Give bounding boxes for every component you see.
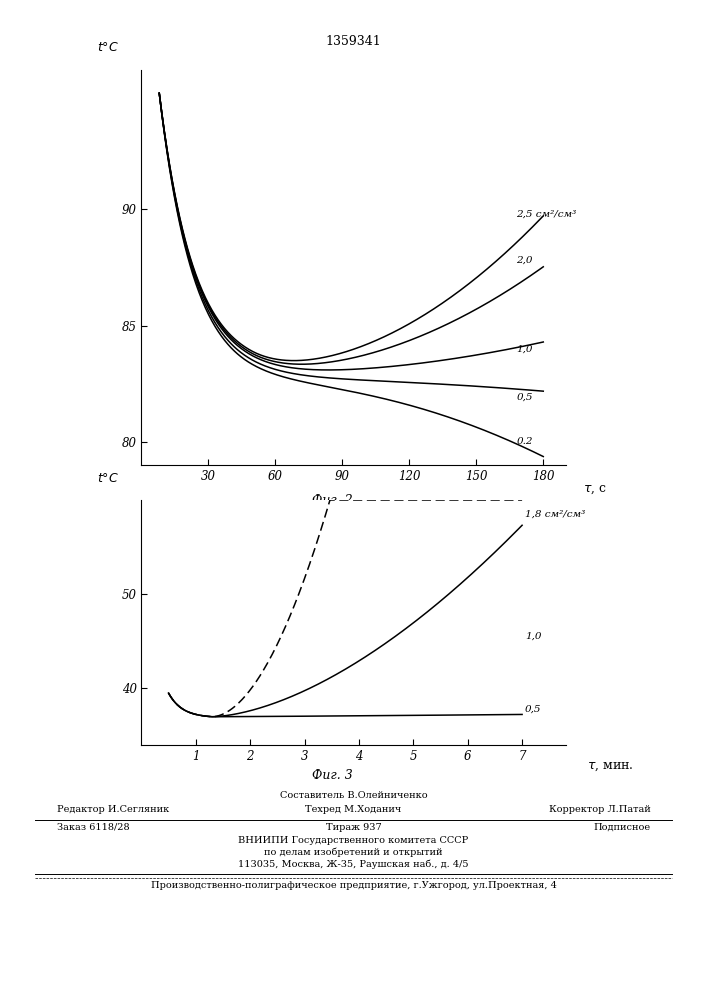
Text: Подписное: Подписное (593, 823, 650, 832)
Text: $\tau$, мин.: $\tau$, мин. (587, 760, 633, 773)
Text: 2,5 см²/см³: 2,5 см²/см³ (517, 210, 577, 219)
Text: по делам изобретений и открытий: по делам изобретений и открытий (264, 848, 443, 857)
Text: 1,8 см²/см³: 1,8 см²/см³ (525, 510, 585, 519)
Text: Заказ 6118/28: Заказ 6118/28 (57, 823, 129, 832)
Text: Тираж 937: Тираж 937 (326, 823, 381, 832)
Text: 0.2: 0.2 (517, 437, 533, 446)
Text: 1359341: 1359341 (326, 35, 381, 48)
Text: $\tau$, с: $\tau$, с (583, 483, 607, 496)
Text: Фиг. 3: Фиг. 3 (312, 769, 353, 782)
Text: Фиг. 2: Фиг. 2 (312, 494, 353, 508)
Text: $t°C$: $t°C$ (97, 472, 118, 485)
Text: 0,5: 0,5 (517, 393, 533, 402)
Text: Корректор Л.Патай: Корректор Л.Патай (549, 805, 650, 814)
Text: 0,5: 0,5 (525, 705, 542, 714)
Text: Составитель В.Олейниченко: Составитель В.Олейниченко (280, 791, 427, 800)
Text: 1,0: 1,0 (525, 632, 542, 641)
Text: Редактор И.Сегляник: Редактор И.Сегляник (57, 805, 169, 814)
Text: $t°C$: $t°C$ (97, 41, 118, 54)
Text: ВНИИПИ Государственного комитета СССР: ВНИИПИ Государственного комитета СССР (238, 836, 469, 845)
Text: Производственно-полиграфическое предприятие, г.Ужгород, ул.Проектная, 4: Производственно-полиграфическое предприя… (151, 881, 556, 890)
Text: Техред М.Ходанич: Техред М.Ходанич (305, 805, 402, 814)
Text: 113035, Москва, Ж-35, Раушская наб., д. 4/5: 113035, Москва, Ж-35, Раушская наб., д. … (238, 859, 469, 869)
Text: 2,0: 2,0 (517, 256, 533, 265)
Text: 1,0: 1,0 (517, 344, 533, 353)
